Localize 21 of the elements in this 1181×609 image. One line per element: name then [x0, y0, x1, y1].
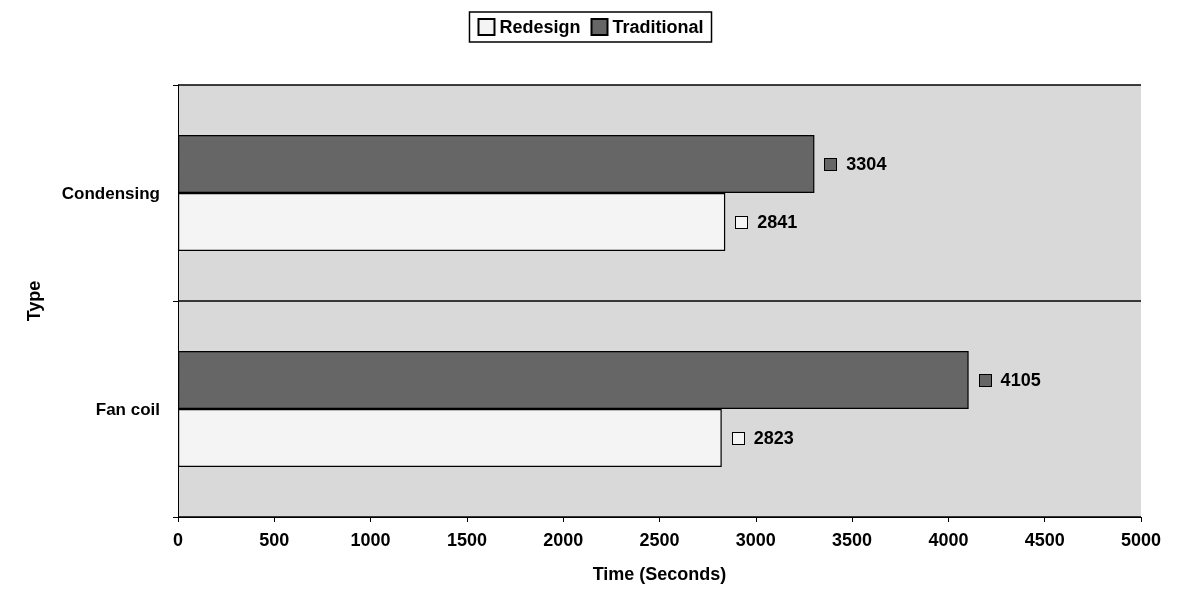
data-label: 2823	[753, 428, 794, 448]
legend-label: Redesign	[499, 17, 581, 37]
data-label: 2841	[757, 212, 798, 232]
legend-label: Traditional	[612, 17, 704, 37]
x-tick-label: 4500	[1024, 530, 1065, 550]
x-tick-label: 2500	[639, 530, 680, 550]
x-tick-label: 1500	[446, 530, 487, 550]
x-tick-label: 4000	[928, 530, 969, 550]
y-tick-label: Condensing	[61, 183, 160, 203]
x-tick-label: 3500	[832, 530, 873, 550]
x-tick-label: 3000	[735, 530, 776, 550]
data-label: 3304	[846, 154, 887, 174]
y-axis-title: Type	[24, 280, 44, 322]
data-label: 4105	[1000, 370, 1041, 390]
x-tick-label: 1000	[350, 530, 391, 550]
x-tick-label: 500	[259, 530, 290, 550]
x-axis-title: Time (Seconds)	[592, 564, 727, 584]
x-tick-label: 2000	[543, 530, 584, 550]
y-tick-label: Fan coil	[95, 399, 160, 419]
x-tick-label: 0	[172, 530, 184, 550]
x-tick-label: 5000	[1120, 530, 1162, 550]
